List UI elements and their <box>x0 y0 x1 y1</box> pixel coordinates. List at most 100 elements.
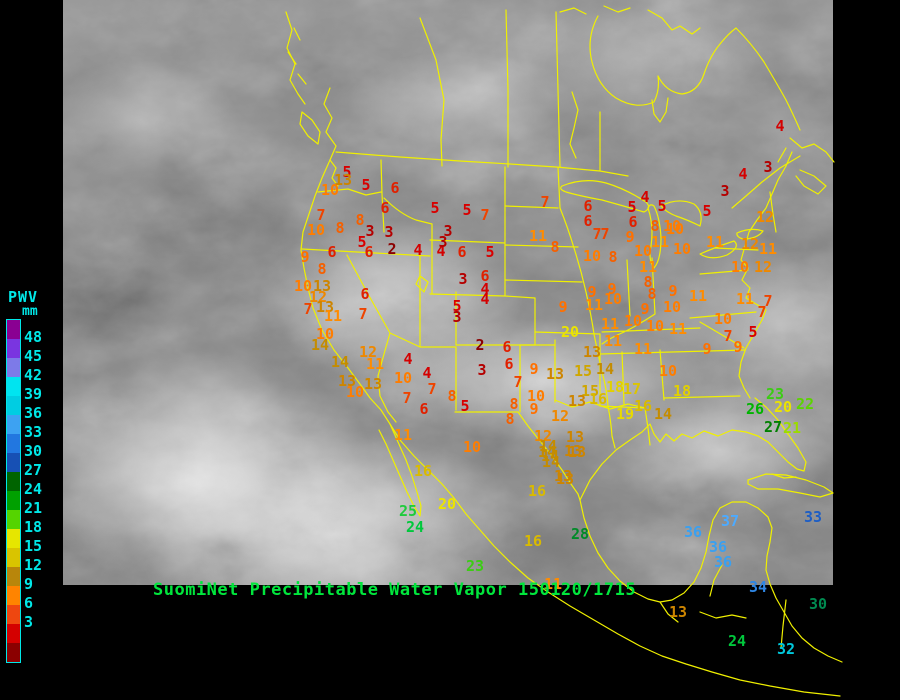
station-pwv-value: 12 <box>755 207 775 226</box>
station-pwv-value: 10 <box>345 382 365 401</box>
station-pwv-value: 20 <box>560 322 580 341</box>
station-pwv-value: 6 <box>360 284 370 303</box>
station-pwv-value: 12 <box>753 257 773 276</box>
station-pwv-value: 3 <box>720 181 730 200</box>
station-pwv-value: 16 <box>588 389 608 408</box>
station-pwv-value: 11 <box>758 239 778 258</box>
legend-swatch <box>7 377 20 396</box>
station-pwv-value: 11 <box>735 289 755 308</box>
station-pwv-value: 5 <box>460 396 470 415</box>
station-pwv-value: 16 <box>523 531 543 550</box>
legend-swatch <box>7 434 20 453</box>
station-pwv-value: 9 <box>529 399 539 418</box>
station-pwv-value: 13 <box>333 170 353 189</box>
station-pwv-value: 9 <box>640 299 650 318</box>
station-pwv-value: 7 <box>592 224 602 243</box>
station-pwv-value: 33 <box>803 507 823 526</box>
station-pwv-value: 10 <box>633 241 653 260</box>
station-pwv-value: 5 <box>430 198 440 217</box>
legend-swatch <box>7 548 20 567</box>
station-pwv-value: 10 <box>306 220 326 239</box>
station-pwv-value: 9 <box>733 337 743 356</box>
station-pwv-value: 20 <box>773 397 793 416</box>
station-pwv-value: 12 <box>533 426 553 445</box>
station-pwv-value: 14 <box>330 352 350 371</box>
legend-tick: 42 <box>24 366 43 384</box>
station-pwv-value: 7 <box>402 388 412 407</box>
station-pwv-value: 24 <box>727 631 747 650</box>
station-pwv-value: 11 <box>633 339 653 358</box>
station-pwv-value: 14 <box>537 442 557 461</box>
legend-tick: 6 <box>24 594 34 612</box>
station-pwv-value: 26 <box>745 399 765 418</box>
legend-tick: 15 <box>24 537 43 555</box>
station-pwv-value: 13 <box>545 364 565 383</box>
station-pwv-value: 18 <box>605 377 625 396</box>
station-pwv-value: 8 <box>335 218 345 237</box>
station-pwv-value: 10 <box>662 216 682 235</box>
station-pwv-value: 11 <box>650 232 670 251</box>
station-pwv-value: 12 <box>308 287 328 306</box>
station-pwv-value: 16 <box>633 396 653 415</box>
station-pwv-value: 5 <box>342 162 352 181</box>
station-pwv-value: 13 <box>567 391 587 410</box>
station-pwv-value: 6 <box>457 242 467 261</box>
station-pwv-value: 7 <box>540 192 550 211</box>
station-pwv-value: 11 <box>600 314 620 333</box>
station-pwv-value: 8 <box>505 409 515 428</box>
station-pwv-value: 11 <box>365 354 385 373</box>
station-pwv-value: 36 <box>713 552 733 571</box>
station-pwv-value: 5 <box>627 197 637 216</box>
station-pwv-value: 14 <box>541 452 561 471</box>
station-pwv-value: 8 <box>509 394 519 413</box>
station-pwv-value: 4 <box>436 241 446 260</box>
station-pwv-value: 6 <box>502 337 512 356</box>
station-pwv-value: 7 <box>513 372 523 391</box>
station-pwv-value: 5 <box>485 242 495 261</box>
legend-tick: 18 <box>24 518 43 536</box>
station-pwv-value: 30 <box>808 594 828 613</box>
station-pwv-value: 3 <box>384 222 394 241</box>
station-pwv-value: 10 <box>645 316 665 335</box>
station-pwv-value: 5 <box>452 296 462 315</box>
station-pwv-value: 3 <box>452 307 462 326</box>
station-pwv-value: 15 <box>573 361 593 380</box>
legend-tick: 27 <box>24 461 43 479</box>
station-pwv-value: 11 <box>705 232 725 251</box>
station-pwv-value: 8 <box>447 386 457 405</box>
legend-swatch <box>7 491 20 510</box>
legend-title: PWV <box>8 288 39 306</box>
station-pwv-value: 13 <box>567 442 587 461</box>
station-pwv-value: 7 <box>723 326 733 345</box>
station-pwv-value: 12 <box>740 234 760 253</box>
legend-swatch <box>7 320 20 339</box>
station-pwv-value: 9 <box>587 282 597 301</box>
station-pwv-value: 10 <box>462 437 482 456</box>
station-pwv-value: 10 <box>665 219 685 238</box>
legend-swatch <box>7 415 20 434</box>
legend-swatch <box>7 358 20 377</box>
station-pwv-value: 10 <box>526 386 546 405</box>
station-pwv-value: 16 <box>527 481 547 500</box>
legend-tick: 30 <box>24 442 43 460</box>
station-pwv-value: 8 <box>643 272 653 291</box>
station-pwv-value: 9 <box>300 247 310 266</box>
station-pwv-value: 10 <box>603 289 623 308</box>
station-pwv-value: 4 <box>422 363 432 382</box>
station-pwv-value: 4 <box>480 279 490 298</box>
station-pwv-value: 5 <box>748 322 758 341</box>
station-pwv-value: 14 <box>653 404 673 423</box>
station-pwv-value: 4 <box>640 187 650 206</box>
station-pwv-value: 11 <box>323 306 343 325</box>
legend-tick: 21 <box>24 499 43 517</box>
station-pwv-value: 14 <box>538 436 558 455</box>
legend-tick: 36 <box>24 404 43 422</box>
station-pwv-value: 4 <box>480 289 490 308</box>
station-pwv-value: 16 <box>413 461 433 480</box>
station-pwv-value: 7 <box>480 205 490 224</box>
station-pwv-value: 12 <box>550 406 570 425</box>
station-pwv-value: 11 <box>543 574 563 593</box>
station-pwv-value: 34 <box>748 577 768 596</box>
station-pwv-value: 27 <box>763 417 783 436</box>
